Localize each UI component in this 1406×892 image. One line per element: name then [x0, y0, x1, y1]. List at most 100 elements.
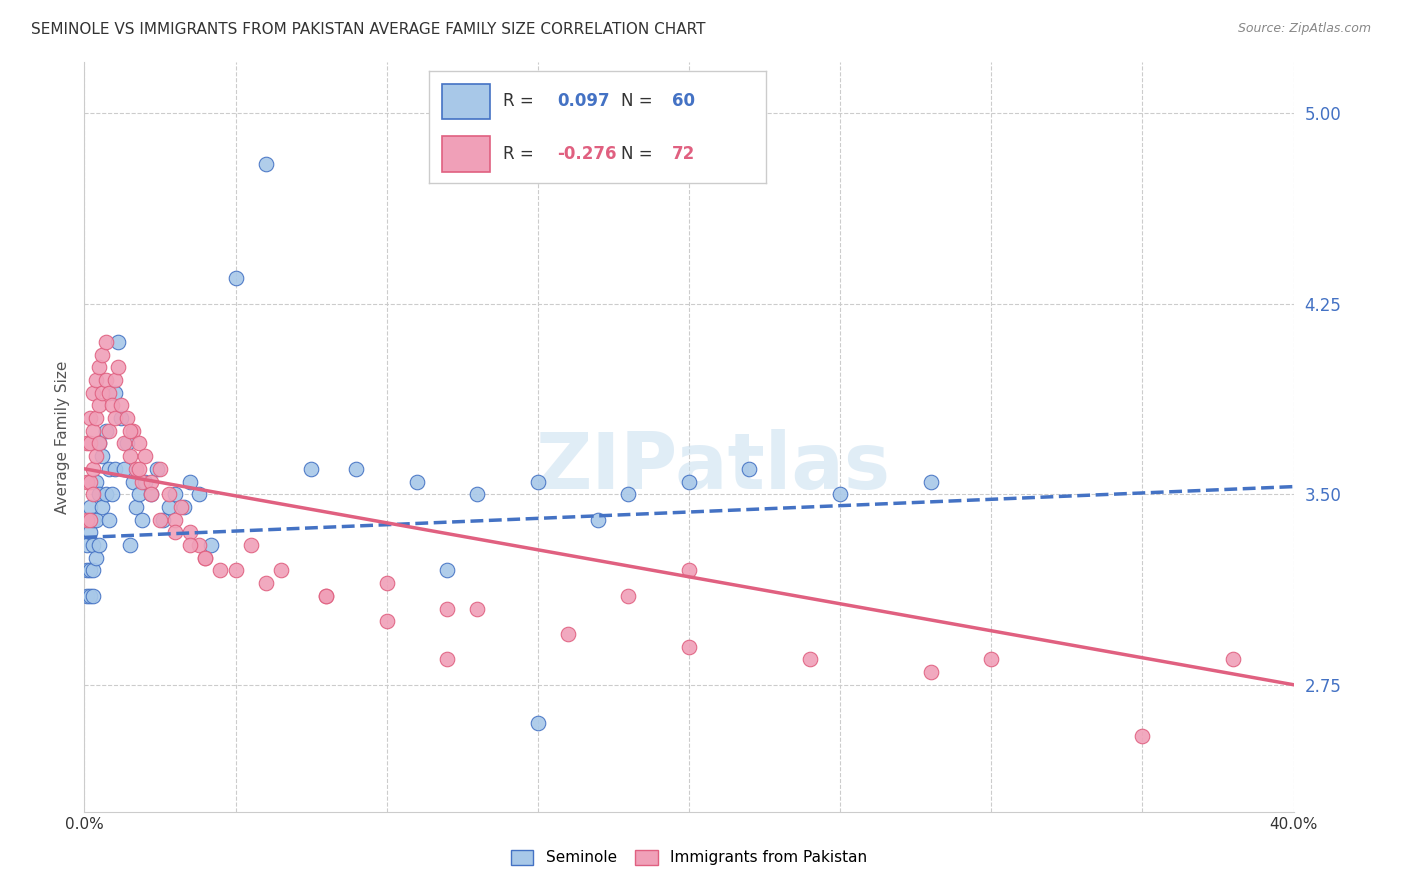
Point [82, 513, 104, 527]
Point [76, 563, 98, 577]
Point [89, 436, 111, 450]
FancyBboxPatch shape [443, 84, 489, 120]
Point [436, 601, 458, 615]
Point [94, 487, 117, 501]
Point [121, 475, 143, 489]
Point [315, 589, 337, 603]
Point [830, 487, 852, 501]
Point [118, 424, 141, 438]
Point [104, 373, 127, 387]
Point [588, 513, 610, 527]
Point [467, 487, 489, 501]
Point [188, 538, 211, 552]
Text: R =: R = [503, 93, 538, 111]
Point [678, 640, 700, 654]
Point [89, 360, 111, 375]
Point [225, 271, 247, 285]
Point [79, 563, 101, 577]
Point [157, 500, 180, 514]
Point [152, 513, 174, 527]
Point [146, 462, 169, 476]
Point [118, 538, 141, 552]
Point [110, 411, 132, 425]
Point [239, 538, 262, 552]
Point [1222, 652, 1244, 666]
Point [617, 589, 640, 603]
Point [118, 449, 141, 463]
Point [104, 411, 127, 425]
Point [112, 436, 135, 450]
Point [89, 398, 111, 412]
Point [406, 475, 429, 489]
Point [112, 462, 135, 476]
Point [225, 563, 247, 577]
Point [254, 576, 277, 591]
Point [107, 334, 129, 349]
Point [920, 665, 942, 679]
Point [165, 525, 187, 540]
Point [346, 462, 368, 476]
Point [76, 475, 98, 489]
Point [76, 538, 98, 552]
Text: 0.097: 0.097 [557, 93, 610, 111]
Y-axis label: Average Family Size: Average Family Size [55, 360, 70, 514]
Point [678, 563, 700, 577]
FancyBboxPatch shape [443, 136, 489, 171]
Point [179, 475, 201, 489]
Point [91, 449, 114, 463]
Point [375, 576, 398, 591]
Point [157, 487, 180, 501]
Point [128, 462, 150, 476]
Point [94, 373, 117, 387]
Point [97, 462, 120, 476]
Point [799, 652, 821, 666]
Point [97, 385, 120, 400]
Text: SEMINOLE VS IMMIGRANTS FROM PAKISTAN AVERAGE FAMILY SIZE CORRELATION CHART: SEMINOLE VS IMMIGRANTS FROM PAKISTAN AVE… [31, 22, 706, 37]
Point [617, 487, 640, 501]
Point [89, 436, 111, 450]
Point [91, 500, 114, 514]
Point [82, 538, 104, 552]
Point [76, 589, 98, 603]
Point [86, 449, 108, 463]
Point [82, 462, 104, 476]
Point [165, 513, 187, 527]
Point [436, 652, 458, 666]
Legend: Seminole, Immigrants from Pakistan: Seminole, Immigrants from Pakistan [505, 844, 873, 871]
Point [179, 538, 201, 552]
Point [82, 385, 104, 400]
Text: R =: R = [503, 145, 538, 163]
Text: 60: 60 [672, 93, 695, 111]
Point [97, 424, 120, 438]
Point [91, 347, 114, 361]
Point [104, 462, 127, 476]
Point [738, 462, 761, 476]
Point [134, 449, 156, 463]
Point [82, 563, 104, 577]
Point [467, 601, 489, 615]
Point [149, 462, 172, 476]
Point [86, 475, 108, 489]
Point [920, 475, 942, 489]
Point [128, 436, 150, 450]
Point [170, 500, 193, 514]
Point [86, 373, 108, 387]
Point [94, 424, 117, 438]
Point [100, 398, 122, 412]
Point [149, 513, 172, 527]
Point [79, 475, 101, 489]
Point [194, 550, 217, 565]
Point [82, 589, 104, 603]
Point [86, 411, 108, 425]
Point [89, 538, 111, 552]
Point [131, 475, 153, 489]
Point [173, 500, 195, 514]
Point [139, 487, 162, 501]
Point [139, 487, 162, 501]
Point [200, 538, 222, 552]
Point [678, 475, 700, 489]
Point [270, 563, 292, 577]
Point [86, 513, 108, 527]
Point [165, 487, 187, 501]
Point [104, 385, 127, 400]
